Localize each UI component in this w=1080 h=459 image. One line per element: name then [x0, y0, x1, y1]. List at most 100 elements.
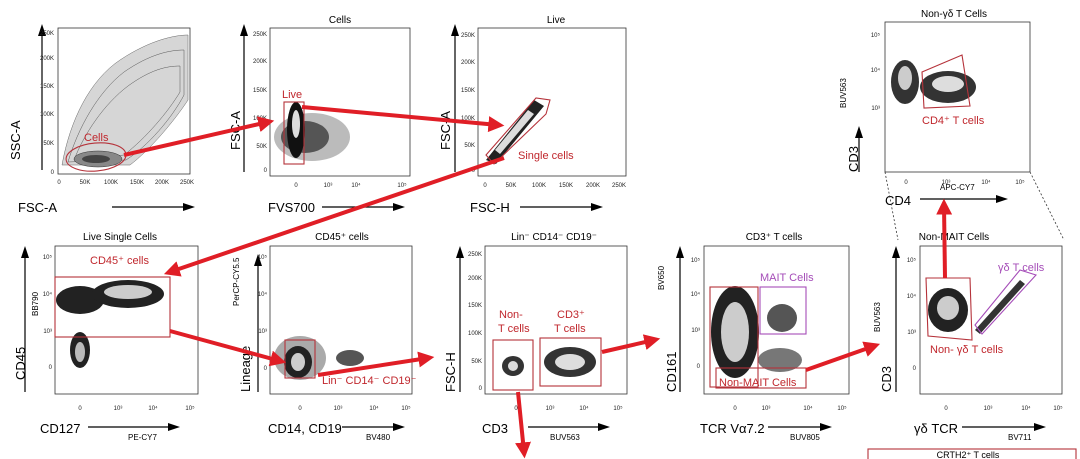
svg-text:0: 0: [913, 366, 917, 372]
y-axis-sublabel: BUV563: [873, 302, 882, 332]
svg-text:200K: 200K: [40, 56, 54, 62]
x-ticks: 0 50K 100K 150K 200K 250K: [483, 183, 626, 189]
svg-text:0: 0: [294, 183, 298, 189]
panel-p4: Non-γδ T Cells CD4⁺ T cells 10⁵ 10⁴ 10³ …: [839, 9, 1031, 208]
gate-label-cd3-2: T cells: [554, 323, 586, 335]
x-ticks: 0 50K 100K 150K 200K 250K: [57, 180, 194, 186]
svg-text:0: 0: [697, 364, 701, 370]
svg-text:10⁴: 10⁴: [803, 405, 813, 412]
arrow-p5-to-p6: [169, 329, 287, 367]
svg-text:0: 0: [264, 366, 268, 372]
y-ticks: 0 50K 100K 150K 200K 250K: [40, 31, 55, 176]
gate-gd-t: [974, 269, 1037, 335]
x-ticks: 0 10³ 10⁴ 10⁵: [514, 405, 623, 412]
gate-label-non-gd-t: Non- γδ T cells: [930, 344, 1004, 356]
x-axis-sublabel: APC-CY7: [940, 183, 975, 192]
svg-text:10⁴: 10⁴: [871, 67, 881, 74]
panel-p1: Cells 0 50K 100K 150K 200K 250K 0 50K 10…: [8, 24, 195, 215]
gate-label-live: Live: [282, 89, 302, 101]
svg-text:250K: 250K: [253, 32, 267, 38]
gate-non-mait: [709, 286, 759, 388]
panel-title: Live: [547, 15, 566, 26]
svg-text:250K: 250K: [612, 183, 626, 189]
svg-text:50K: 50K: [471, 359, 482, 365]
x-axis-label: TCR Vα7.2: [700, 421, 765, 436]
svg-text:10⁵: 10⁵: [613, 405, 623, 412]
y-axis-arrowhead: [451, 24, 459, 36]
svg-text:10⁴: 10⁴: [148, 405, 158, 412]
events-cloud: [502, 347, 596, 377]
svg-text:0: 0: [264, 168, 268, 174]
y-axis-arrowhead: [254, 254, 262, 266]
gate-non-gd-t: [925, 277, 973, 341]
x-axis-arrowhead: [820, 423, 832, 431]
svg-text:0: 0: [298, 406, 302, 412]
svg-text:10³: 10³: [871, 106, 880, 112]
arrow-p7-down: [515, 391, 532, 459]
svg-text:10³: 10³: [324, 183, 333, 189]
x-axis-label: CD14, CD19: [268, 421, 342, 436]
svg-text:150K: 150K: [253, 88, 267, 94]
y-axis-label: CD3: [846, 146, 861, 172]
y-ticks: 0 50K 100K 150K 200K 250K: [253, 32, 268, 174]
svg-text:100K: 100K: [40, 112, 54, 118]
gate-label-lin-neg: Lin⁻ CD14⁻ CD19⁻: [322, 375, 417, 387]
y-axis-label: CD45: [13, 347, 28, 380]
y-axis-arrowhead: [855, 126, 863, 138]
svg-text:0: 0: [944, 406, 948, 412]
events-cloud: [486, 100, 544, 164]
svg-text:10³: 10³: [546, 406, 555, 412]
arrow-p1-to-p2: [123, 116, 275, 157]
svg-text:150K: 150K: [40, 84, 54, 90]
svg-text:10³: 10³: [334, 406, 343, 412]
gate-label-cd3: CD3⁺: [557, 309, 585, 321]
x-axis-arrowhead: [393, 203, 405, 211]
svg-text:10³: 10³: [762, 406, 771, 412]
svg-text:200K: 200K: [586, 183, 600, 189]
x-ticks: 0 10³ 10⁴ 10⁵: [298, 405, 411, 412]
panel-title: Non-γδ T Cells: [921, 9, 987, 20]
x-axis-arrowhead: [1034, 423, 1046, 431]
y-axis-label: CD161: [664, 352, 679, 392]
panel-title: Live Single Cells: [83, 232, 157, 243]
x-axis-arrowhead: [598, 423, 610, 431]
svg-text:0: 0: [483, 183, 487, 189]
svg-text:100K: 100K: [532, 183, 546, 189]
gate-cd45-cells: [54, 276, 171, 338]
gate-label-non-t-2: T cells: [498, 323, 530, 335]
arrow-p3-to-p5: [163, 156, 505, 277]
panel-title: Non-MAIT Cells: [919, 232, 989, 243]
gate-live: [283, 101, 305, 165]
gate-cd3-t-cells: [539, 337, 602, 387]
panel-p7: Lin⁻ CD14⁻ CD19⁻ Non- T cells CD3⁺ T cel…: [443, 232, 628, 442]
svg-text:50K: 50K: [256, 144, 267, 150]
x-axis-sublabel: BV480: [366, 433, 391, 442]
svg-text:150K: 150K: [468, 303, 482, 309]
arrow-p8-to-p9: [805, 341, 881, 372]
x-ticks: 0 10³ 10⁴ 10⁵: [904, 179, 1025, 186]
svg-text:10³: 10³: [258, 329, 267, 335]
panel-p8: CD3⁺ T cells MAIT Cells Non-MAIT Cells 1…: [657, 232, 850, 442]
svg-text:200K: 200K: [253, 59, 267, 65]
gate-label-non-mait: Non-MAIT Cells: [719, 377, 797, 389]
y-axis-arrowhead: [892, 246, 900, 258]
svg-text:200K: 200K: [461, 60, 475, 66]
svg-text:100K: 100K: [468, 331, 482, 337]
y-axis-sublabel: BV650: [657, 265, 666, 290]
gate-label-non-t: Non-: [499, 309, 523, 321]
svg-text:0: 0: [78, 406, 82, 412]
svg-text:10⁴: 10⁴: [351, 182, 361, 189]
svg-text:10⁴: 10⁴: [369, 405, 379, 412]
x-axis-arrowhead: [996, 195, 1008, 203]
panel-p5: Live Single Cells CD45⁺ cells 10⁵ 10⁴ 10…: [13, 232, 199, 442]
arrow-p9-to-p4: [936, 198, 953, 279]
gate-label-mait: MAIT Cells: [760, 272, 814, 284]
y-axis-label: SSC-A: [8, 120, 23, 160]
panel-title: CD3⁺ T cells: [746, 232, 803, 243]
svg-text:0: 0: [514, 406, 518, 412]
gate-label-cd45: CD45⁺ cells: [90, 255, 149, 267]
svg-text:10⁵: 10⁵: [397, 182, 407, 189]
svg-text:10³: 10³: [691, 328, 700, 334]
svg-text:10⁵: 10⁵: [691, 257, 701, 264]
events-cloud: [711, 286, 802, 378]
